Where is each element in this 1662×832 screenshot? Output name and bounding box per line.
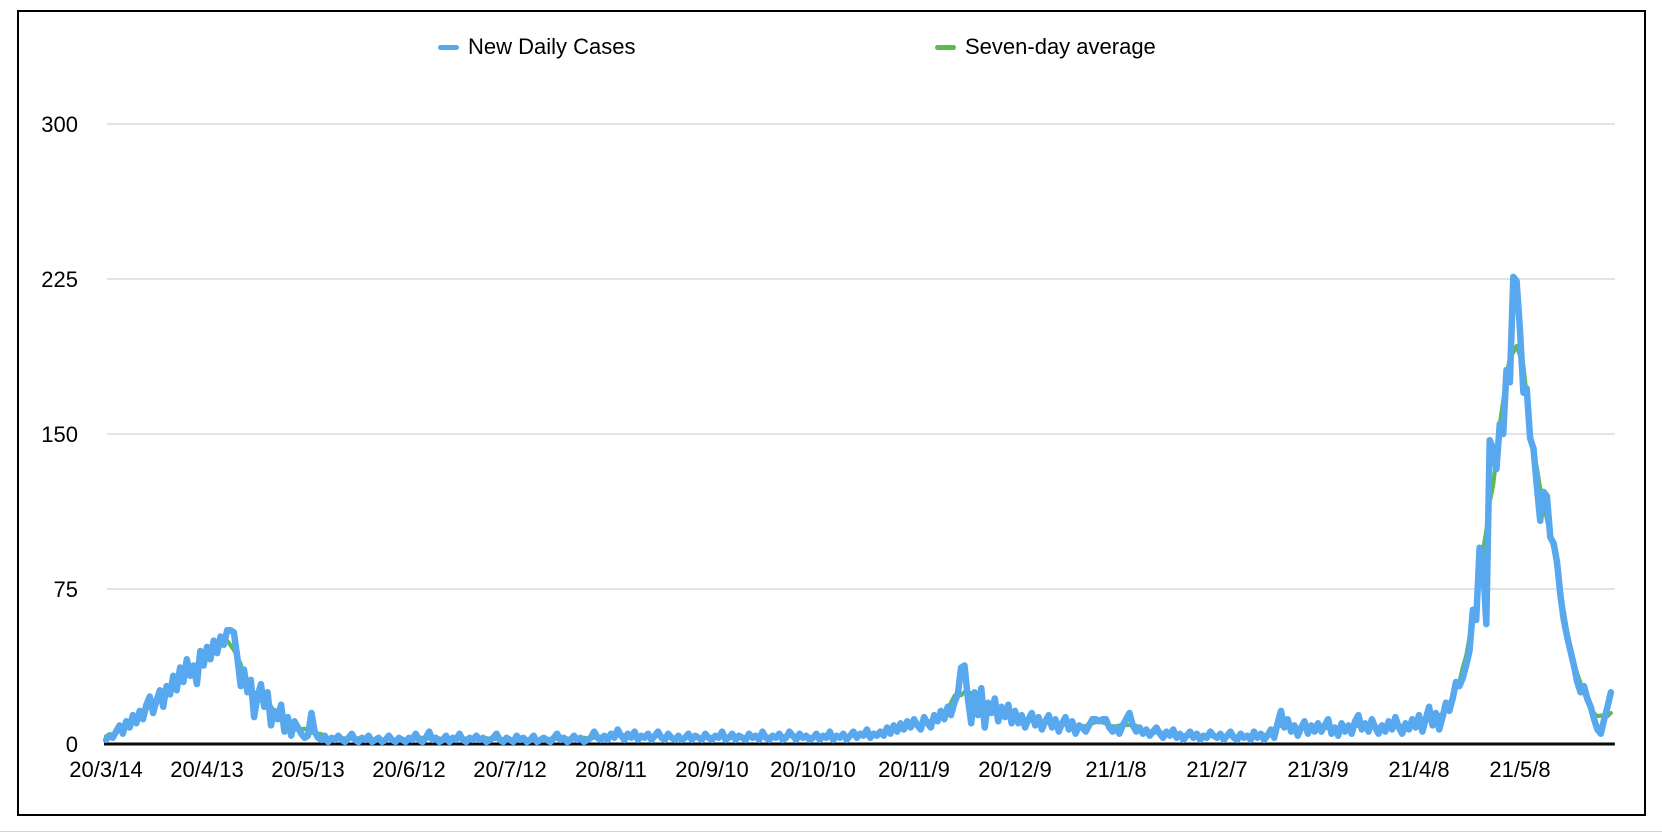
y-tick-label-75: 75 xyxy=(54,577,78,602)
chart-frame xyxy=(17,10,1646,816)
x-tick-label-0: 20/3/14 xyxy=(69,757,142,782)
x-tick-label-10: 21/1/8 xyxy=(1085,757,1146,782)
average-line-swatch xyxy=(935,44,956,50)
y-tick-label-0: 0 xyxy=(66,732,78,757)
x-tick-label-2: 20/5/13 xyxy=(271,757,344,782)
y-tick-label-150: 150 xyxy=(41,422,78,447)
legend-item-daily: New Daily Cases xyxy=(438,33,636,61)
x-tick-label-11: 21/2/7 xyxy=(1186,757,1247,782)
daily-line-swatch xyxy=(438,44,459,50)
x-tick-label-14: 21/5/8 xyxy=(1489,757,1550,782)
legend-label-average: Seven-day average xyxy=(965,34,1156,59)
x-tick-label-4: 20/7/12 xyxy=(473,757,546,782)
x-tick-label-8: 20/11/9 xyxy=(878,757,950,782)
legend-label-daily: New Daily Cases xyxy=(468,34,636,59)
x-tick-label-9: 20/12/9 xyxy=(978,757,1051,782)
x-tick-label-13: 21/4/8 xyxy=(1388,757,1449,782)
x-tick-label-12: 21/3/9 xyxy=(1287,757,1348,782)
y-tick-label-300: 300 xyxy=(41,112,78,137)
x-tick-label-5: 20/8/11 xyxy=(575,757,647,782)
new-daily-cases-line xyxy=(102,273,1615,746)
x-tick-label-6: 20/9/10 xyxy=(675,757,748,782)
x-tick-label-1: 20/4/13 xyxy=(170,757,243,782)
x-tick-label-3: 20/6/12 xyxy=(372,757,445,782)
legend-item-average: Seven-day average xyxy=(935,33,1156,61)
y-tick-label-225: 225 xyxy=(41,267,78,292)
seven-day-average-line xyxy=(104,344,1613,742)
x-tick-label-7: 20/10/10 xyxy=(770,757,856,782)
